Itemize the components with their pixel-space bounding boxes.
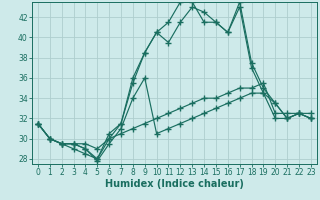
X-axis label: Humidex (Indice chaleur): Humidex (Indice chaleur) xyxy=(105,179,244,189)
